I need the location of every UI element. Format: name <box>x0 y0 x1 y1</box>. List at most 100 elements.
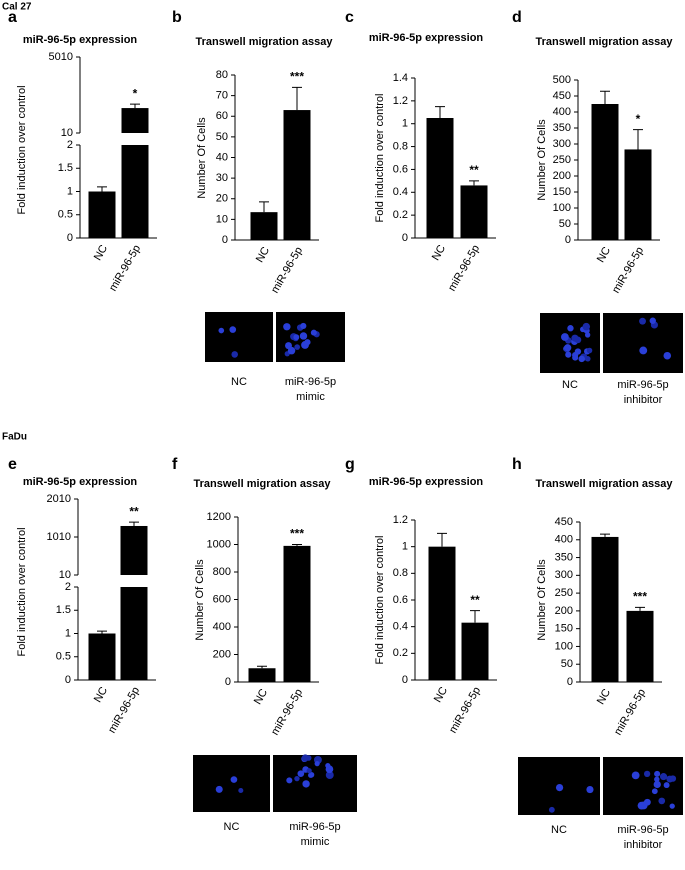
y-tick-label: 10 <box>59 569 71 581</box>
chart-panel: g miR-96-5p expression Fold induction over… <box>345 456 497 735</box>
y-tick-label: 600 <box>213 593 231 605</box>
cell <box>586 785 594 794</box>
bar <box>88 633 116 680</box>
image-caption: miR-96-5p <box>617 824 668 836</box>
error-bar <box>130 103 140 109</box>
chart-panel: a miR-96-5p expression Fold induction over… <box>8 9 157 293</box>
image-caption: inhibitor <box>624 839 663 851</box>
chart-panel: c miR-96-5p expression Fold induction over… <box>345 9 496 293</box>
error-bar <box>292 86 302 111</box>
x-tick-label: NC <box>430 243 448 263</box>
x-tick-label: miR-96-5p <box>446 243 482 293</box>
panel-letter: h <box>512 456 522 473</box>
y-tick-label: 1 <box>402 541 408 553</box>
error-bar <box>259 201 269 213</box>
bar <box>120 587 148 680</box>
y-tick-label: 2 <box>65 581 71 593</box>
cell <box>548 806 555 813</box>
chart-title: Transwell migration assay <box>194 478 332 490</box>
error-bar <box>635 606 645 611</box>
cell <box>586 347 593 354</box>
y-tick-label: 400 <box>553 106 571 118</box>
significance: * <box>636 112 641 126</box>
significance: ** <box>129 504 139 518</box>
x-tick-label: NC <box>432 685 450 705</box>
error-bar <box>129 521 139 526</box>
cell <box>299 332 308 340</box>
y-tick-label: 450 <box>553 90 571 102</box>
bar <box>250 212 278 240</box>
x-tick-label: NC <box>254 245 272 265</box>
cell <box>215 785 223 793</box>
x-tick-label: miR-96-5p <box>612 687 648 737</box>
y-tick-label: 400 <box>213 621 231 633</box>
y-tick-label: 1010 <box>47 531 71 543</box>
y-tick-label: 1.5 <box>56 604 71 616</box>
y-axis-label: Number Of Cells <box>196 117 208 199</box>
section-label: FaDu <box>2 432 27 443</box>
y-axis-label: Fold induction over control <box>16 85 28 214</box>
micrograph <box>205 312 273 362</box>
y-tick-label: 300 <box>555 569 573 581</box>
cell <box>294 775 300 782</box>
x-tick-label: miR-96-5p <box>269 687 305 737</box>
cell <box>659 773 668 781</box>
y-tick-label: 1 <box>67 185 73 197</box>
y-tick-label: 0.8 <box>393 567 408 579</box>
y-tick-label: 30 <box>216 172 228 184</box>
image-caption: inhibitor <box>624 394 663 406</box>
error-bar <box>292 544 302 546</box>
chart-title: miR-96-5p expression <box>369 476 484 488</box>
image-caption: miR-96-5p <box>285 376 336 388</box>
cell <box>308 771 315 778</box>
bar <box>461 622 489 680</box>
cell <box>297 770 305 777</box>
cell <box>669 775 677 782</box>
y-tick-label: 0 <box>565 234 571 246</box>
y-tick-label: 0 <box>402 674 408 686</box>
chart-panel: e miR-96-5p expression Fold induction over… <box>8 456 156 735</box>
x-tick-label: NC <box>92 685 110 705</box>
error-bar <box>97 630 107 634</box>
y-tick-label: 350 <box>555 551 573 563</box>
y-tick-label: 250 <box>553 154 571 166</box>
y-tick-label: 350 <box>553 122 571 134</box>
y-tick-label: 0 <box>402 232 408 244</box>
x-tick-label: miR-96-5p <box>107 243 143 293</box>
y-tick-label: 70 <box>216 90 228 102</box>
error-bar <box>633 129 643 150</box>
bar <box>426 118 454 238</box>
chart-panel: b Transwell migration assay Number Of Cell… <box>172 9 345 403</box>
y-tick-label: 0.4 <box>393 186 408 198</box>
cell <box>639 801 648 810</box>
y-tick-label: 450 <box>555 516 573 528</box>
error-bar <box>470 610 480 623</box>
cell <box>663 351 672 360</box>
y-tick-label: 0.2 <box>393 647 408 659</box>
y-tick-label: 0.6 <box>393 163 408 175</box>
significance: *** <box>633 590 647 604</box>
cell <box>663 782 670 789</box>
error-bar <box>437 532 447 547</box>
image-caption: NC <box>231 376 247 388</box>
y-tick-label: 5010 <box>49 51 73 63</box>
micrograph <box>193 755 270 812</box>
x-tick-label: NC <box>252 687 270 707</box>
panel-letter: d <box>512 9 522 26</box>
y-tick-label: 0 <box>225 676 231 688</box>
y-tick-label: 200 <box>555 605 573 617</box>
y-tick-label: 60 <box>216 110 228 122</box>
image-caption: miR-96-5p <box>617 379 668 391</box>
cell <box>584 332 591 338</box>
cell <box>310 329 317 336</box>
chart-panel: d Transwell migration assay Number Of Cell… <box>512 9 683 406</box>
cell <box>230 776 238 783</box>
y-tick-label: 0.5 <box>56 651 71 663</box>
error-bar <box>600 90 610 104</box>
y-tick-label: 1.2 <box>393 514 408 526</box>
y-tick-label: 0.2 <box>393 209 408 221</box>
section-label: Cal 27 <box>2 2 32 13</box>
panel-letter: f <box>172 456 178 473</box>
panel-letter: g <box>345 456 355 473</box>
bar <box>626 610 654 682</box>
